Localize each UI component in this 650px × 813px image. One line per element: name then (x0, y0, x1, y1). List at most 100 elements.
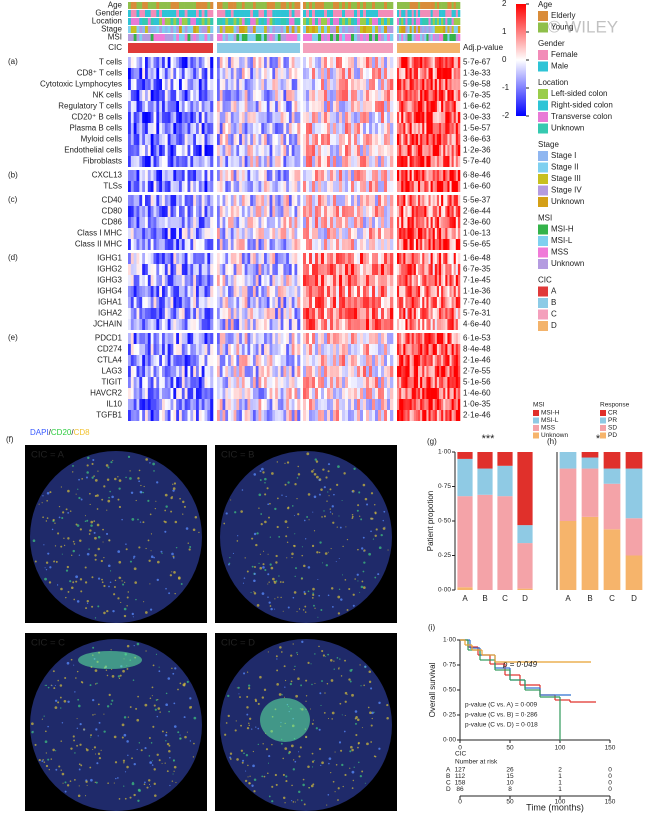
heatmap-cell (187, 156, 191, 167)
heatmap-cell (447, 355, 450, 366)
annotation-cell (422, 2, 425, 9)
heatmap-cell (342, 239, 346, 250)
heatmap-cell (210, 366, 214, 377)
heatmap-cell (381, 264, 385, 275)
heatmap-cell (288, 333, 292, 344)
heatmap-cell (139, 145, 143, 156)
heatmap-cell (428, 388, 431, 399)
legend-swatch (538, 22, 548, 33)
heatmap-cell (156, 112, 160, 123)
heatmap-cell (407, 319, 410, 330)
heatmap-cell (401, 195, 404, 206)
heatmap-cell (426, 170, 429, 181)
heatmap-cell (255, 112, 259, 123)
heatmap-cell (164, 377, 168, 388)
heatmap-cell (219, 286, 223, 297)
annotation-cell (436, 18, 440, 25)
heatmap-cell (360, 68, 364, 79)
heatmap-cell (187, 388, 191, 399)
cell-dot (174, 592, 176, 595)
heatmap-cell (434, 410, 438, 421)
heatmap-cell (128, 79, 132, 90)
heatmap-cell (411, 333, 415, 344)
heatmap-cell (449, 388, 452, 399)
cell-dot (306, 452, 310, 456)
heatmap-cell (432, 286, 436, 297)
heatmap-cell (327, 297, 331, 308)
heatmap-cell (397, 344, 400, 355)
heatmap-cell (255, 90, 259, 101)
annotation-cell (333, 18, 337, 25)
heatmap-cell (426, 181, 429, 192)
heatmap-cell (247, 239, 251, 250)
cell-dot (138, 480, 141, 483)
cell-dot (88, 533, 91, 535)
cell-dot (262, 563, 265, 566)
heatmap-cell (142, 355, 146, 366)
heatmap-cell (324, 170, 328, 181)
annotation-cell (360, 18, 364, 25)
heatmap-cell (145, 206, 149, 217)
heatmap-cell (275, 275, 279, 286)
heatmap-cell (342, 217, 346, 228)
heatmap-cell (139, 355, 143, 366)
heatmap-cell (327, 217, 331, 228)
heatmap-cell (360, 297, 364, 308)
heatmap-cell (345, 399, 349, 410)
cell-dot (311, 470, 314, 473)
heatmap-cell (150, 123, 154, 134)
heatmap-cell (303, 355, 307, 366)
heatmap-cell (167, 333, 171, 344)
annotation-cell (139, 18, 143, 25)
heatmap-cell (275, 181, 279, 192)
heatmap-cell (426, 308, 429, 319)
heatmap-cell (434, 377, 438, 388)
heatmap-cell (156, 57, 160, 68)
heatmap-cell (409, 333, 412, 344)
cell-dot (153, 470, 155, 472)
heatmap-cell (252, 319, 257, 330)
heatmap-cell (424, 145, 427, 156)
heatmap-cell (156, 79, 160, 90)
heatmap-cell (351, 112, 355, 123)
heatmap-cell (153, 156, 157, 167)
heatmap-cell (283, 90, 287, 101)
heatmap-cell (167, 68, 171, 79)
heatmap-cell (342, 377, 346, 388)
heatmap-cell (291, 319, 295, 330)
heatmap-cell (447, 319, 450, 330)
heatmap-cell (430, 170, 433, 181)
heatmap-cell (422, 145, 425, 156)
heatmap-cell (164, 123, 168, 134)
annotation-cell (384, 18, 388, 25)
heatmap-cell (145, 366, 149, 377)
heatmap-cell (439, 377, 442, 388)
heatmap-cell (250, 206, 254, 217)
heatmap-cell (164, 228, 168, 239)
heatmap-cell (184, 286, 188, 297)
heatmap-cell (336, 319, 340, 330)
heatmap-cell (179, 90, 183, 101)
annotation-cell (403, 34, 406, 41)
heatmap-cell (424, 101, 427, 112)
heatmap-cell (436, 366, 440, 377)
heatmap-cell (153, 206, 157, 217)
heatmap-cell (330, 239, 334, 250)
heatmap-cell (426, 377, 429, 388)
heatmap-cell (434, 68, 438, 79)
annotation-cell (228, 26, 232, 33)
heatmap-cell (255, 253, 259, 264)
cell-dot (164, 520, 167, 524)
cell-dot (102, 541, 104, 543)
heatmap-cell (457, 112, 461, 123)
heatmap-cell (357, 156, 361, 167)
annotation-cell (363, 2, 367, 9)
annotation-cell (244, 18, 248, 25)
heatmap-cell (291, 388, 295, 399)
heatmap-cell (217, 123, 221, 134)
cell-dot (251, 565, 254, 568)
heatmap-cell (449, 319, 452, 330)
heatmap-cell (193, 275, 197, 286)
heatmap-cell (336, 145, 340, 156)
cell-dot (67, 512, 70, 514)
